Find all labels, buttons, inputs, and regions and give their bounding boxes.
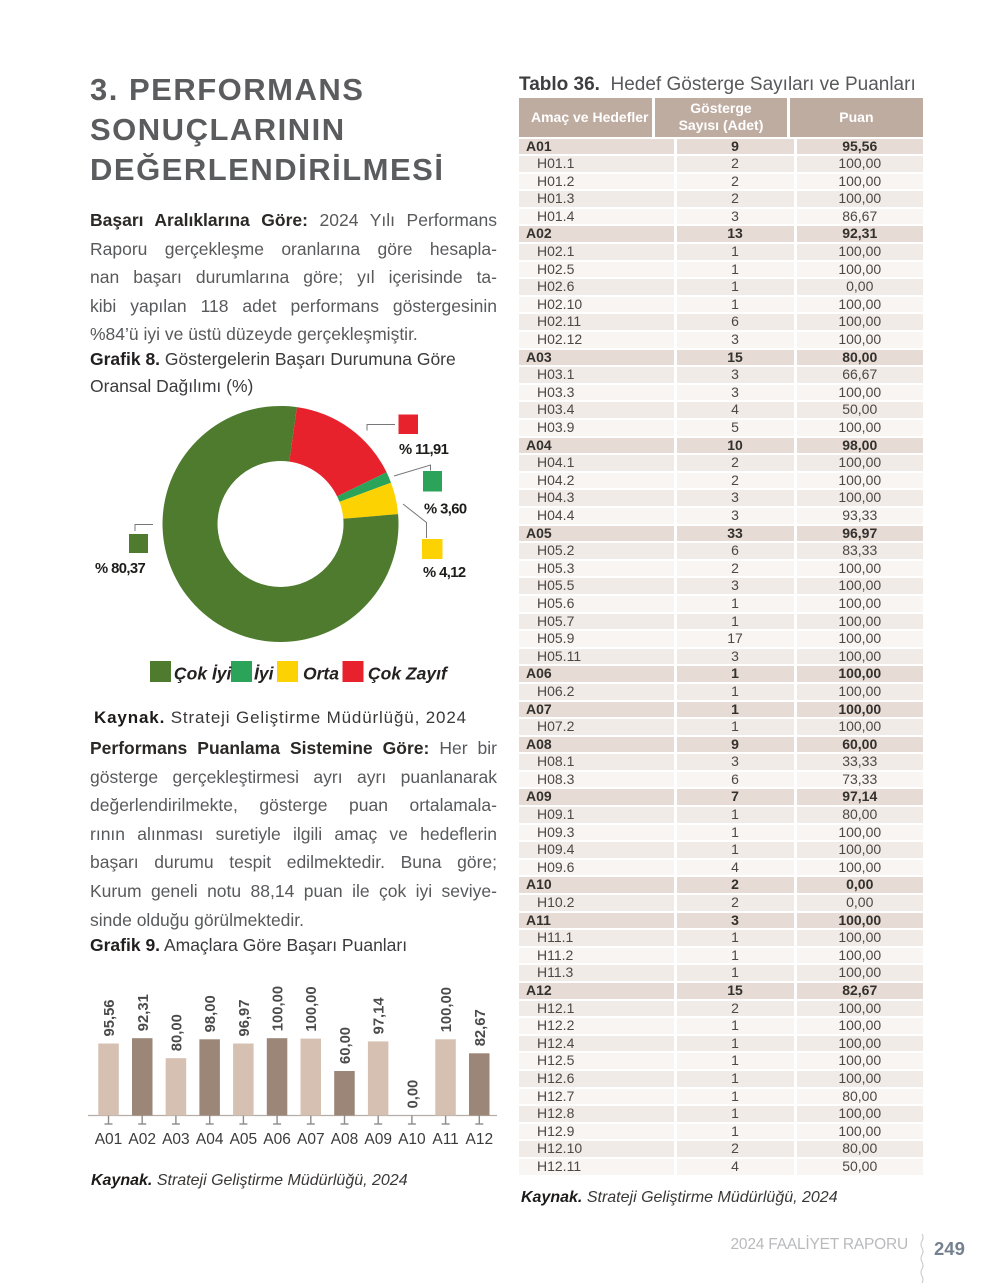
svg-text:Çok İyi: Çok İyi <box>174 664 233 684</box>
svg-text:A05: A05 <box>230 1131 258 1148</box>
svg-text:A09: A09 <box>364 1131 392 1148</box>
svg-text:82,67: 82,67 <box>473 1009 489 1046</box>
svg-text:80,00: 80,00 <box>169 1014 185 1051</box>
svg-text:100,00: 100,00 <box>439 987 455 1032</box>
svg-text:100,00: 100,00 <box>271 986 287 1031</box>
svg-text:A10: A10 <box>398 1131 426 1148</box>
svg-text:A06: A06 <box>263 1131 291 1148</box>
svg-text:96,97: 96,97 <box>237 999 253 1036</box>
svg-text:% 4,12: % 4,12 <box>423 565 466 581</box>
svg-text:Çok Zayıf: Çok Zayıf <box>368 664 449 684</box>
svg-text:92,31: 92,31 <box>136 994 152 1031</box>
svg-text:İyi: İyi <box>254 664 275 684</box>
svg-text:A07: A07 <box>297 1131 325 1148</box>
svg-text:Orta: Orta <box>303 664 339 684</box>
svg-text:95,56: 95,56 <box>102 999 118 1036</box>
svg-text:A08: A08 <box>331 1131 359 1148</box>
svg-text:100,00: 100,00 <box>304 986 320 1031</box>
svg-text:60,00: 60,00 <box>338 1027 354 1064</box>
svg-text:97,14: 97,14 <box>372 997 388 1035</box>
svg-text:% 3,60: % 3,60 <box>424 502 467 518</box>
svg-text:0,00: 0,00 <box>405 1080 421 1109</box>
svg-text:A04: A04 <box>196 1131 224 1148</box>
svg-text:A03: A03 <box>162 1131 190 1148</box>
svg-text:98,00: 98,00 <box>203 995 219 1032</box>
svg-text:% 80,37: % 80,37 <box>95 561 145 577</box>
svg-text:A11: A11 <box>432 1131 458 1148</box>
svg-text:% 11,91: % 11,91 <box>399 442 449 458</box>
svg-text:A12: A12 <box>466 1131 494 1148</box>
svg-text:A01: A01 <box>95 1131 123 1148</box>
svg-text:A02: A02 <box>128 1131 156 1148</box>
